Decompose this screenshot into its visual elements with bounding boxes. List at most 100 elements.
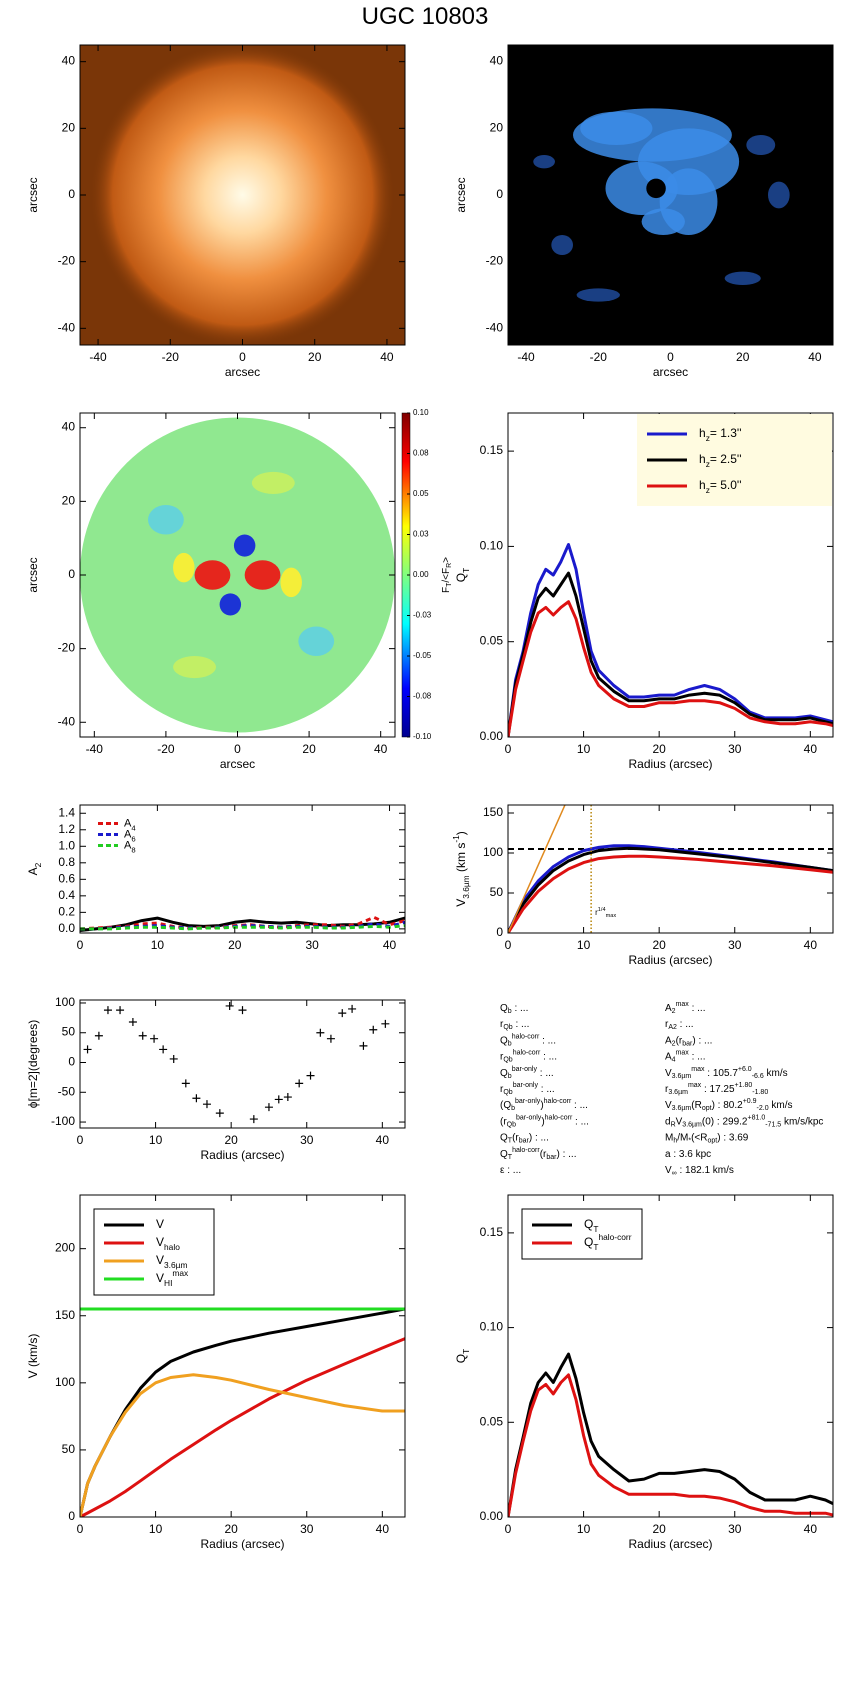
x-tick-label: 0 [505,938,512,952]
plot-frame [79,1194,406,1518]
scatter-point [316,1028,325,1037]
colorbar-label: FT/<FR> [441,557,454,593]
y-axis-label: arcsec [26,177,40,212]
x-axis-label: arcsec [225,365,260,379]
legend-label: hz= 1.3'' [699,426,741,443]
plot-area [508,1352,833,1517]
x-tick-label: 40 [376,1522,390,1536]
series-line [508,805,566,933]
scatter-point [381,1019,390,1028]
y-tick-label: 0 [496,925,503,939]
series-line [508,543,833,737]
scatter-point [225,1001,234,1010]
x-tick-label: 20 [652,1522,666,1536]
x-tick-label: 30 [728,742,742,756]
scatter-point [83,1045,92,1054]
scatter-point [359,1041,368,1050]
colorbar-tick-label: 0.00 [413,570,429,579]
x-tick-label: 40 [804,742,818,756]
scatter-point [202,1100,211,1109]
x-tick-label: 30 [728,1522,742,1536]
emission-blob [724,271,761,286]
x-tick-label: 20 [224,1522,238,1536]
x-tick-label: 20 [736,350,750,364]
legend-label: VHImax [156,1268,189,1288]
x-tick-label: 0 [239,350,246,364]
x-axis-label: Radius (arcsec) [200,1148,284,1162]
scatter-point [274,1095,283,1104]
emission-blob [533,155,555,169]
series-line [508,846,833,933]
x-tick-label: 0 [667,350,674,364]
series-line [80,924,405,931]
scatter-point [306,1071,315,1080]
x-tick-label: 20 [652,938,666,952]
y-tick-label: 0.05 [480,1414,504,1428]
y-tick-label: -100 [51,1114,75,1128]
x-tick-label: 20 [652,742,666,756]
colorbar-tick-label: 0.03 [413,530,429,539]
parameter: A4max : ... [665,1050,705,1064]
x-tick-label: 10 [149,1133,163,1147]
y-tick-label: 40 [62,54,76,68]
x-tick-label: 30 [728,938,742,952]
residual-blob [173,552,195,583]
x-tick-label: 20 [308,350,322,364]
series-line [508,854,833,933]
legend-label: A6 [124,828,136,843]
x-tick-label: 20 [224,1133,238,1147]
legend-label: QThalo-corr [584,1232,632,1252]
y-tick-label: 200 [55,1241,75,1255]
legend-label: A4 [124,817,136,832]
plot-frame [507,412,834,738]
legend-label: V [156,1217,164,1231]
parameter: A2max : ... [665,1001,705,1015]
x-tick-label: -20 [590,350,608,364]
parameter: Qbbar-only : ... [500,1066,554,1080]
colorbar-tick-label: 0.08 [413,449,429,458]
y-tick-label: 0.4 [58,888,75,902]
x-axis-label: Radius (arcsec) [628,953,712,967]
x-tick-label: 40 [374,742,388,756]
y-axis-label: QT [454,568,471,582]
y-tick-label: -50 [58,1084,76,1098]
y-tick-label: 0.0 [58,921,75,935]
x-tick-label: 0 [234,742,241,756]
y-tick-label: 0.05 [480,634,504,648]
scatter-point [138,1031,147,1040]
plot-area [80,1307,405,1517]
scatter-point [295,1079,304,1088]
parameter: ε : ... [500,1165,521,1176]
y-axis-label: QT [454,1349,471,1363]
x-tick-label: 0 [77,938,84,952]
plot-area [508,543,833,737]
series-line [80,1337,405,1517]
x-axis-label: arcsec [653,365,688,379]
x-tick-label: 0 [505,742,512,756]
y-tick-label: 1.0 [58,838,75,852]
y-tick-label: 0.6 [58,871,75,885]
legend-label: A8 [124,839,136,854]
y-tick-label: 100 [483,845,503,859]
plot-frame [507,804,834,934]
scatter-point [215,1109,224,1118]
x-tick-label: 10 [149,1522,163,1536]
scatter-point [192,1094,201,1103]
y-tick-label: 20 [490,121,504,135]
y-tick-label: 0.10 [480,539,504,553]
x-tick-label: 0 [77,1522,84,1536]
legend-label: V3.6µm [156,1253,187,1270]
x-tick-label: 40 [808,350,822,364]
x-tick-label: 30 [305,938,319,952]
x-tick-label: 40 [380,350,394,364]
plot-area [83,1001,390,1124]
parameter: Mh/M*(<Ropt) : 3.69 [665,1132,749,1145]
y-tick-label: 0 [496,187,503,201]
scatter-point [150,1034,159,1043]
residual-blob [298,626,335,656]
scatter-point [181,1079,190,1088]
parameter: V∞ : 182.1 km/s [665,1165,734,1178]
x-tick-label: -40 [517,350,535,364]
y-tick-label: 0 [68,1509,75,1523]
x-tick-label: 10 [577,742,591,756]
